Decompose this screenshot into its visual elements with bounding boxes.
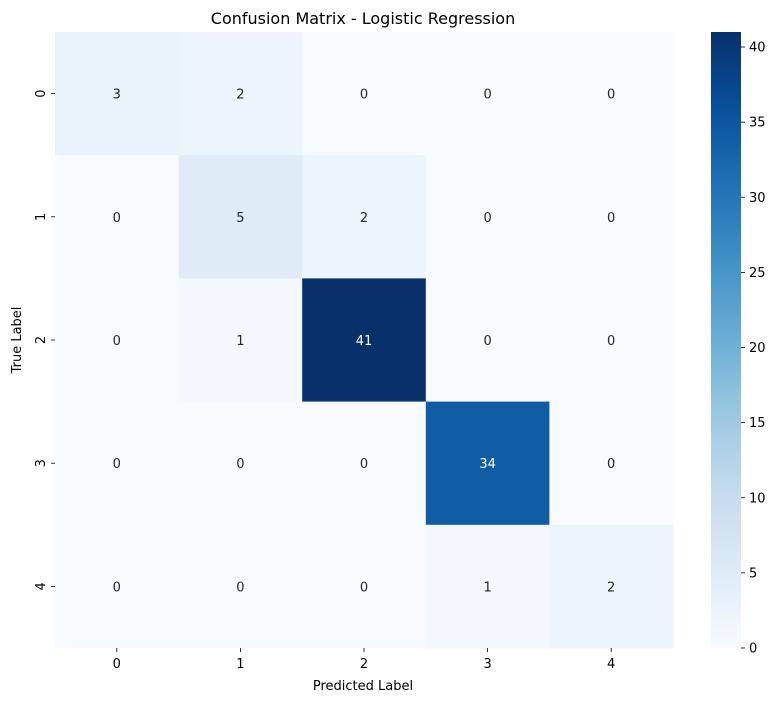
x-axis: 0 1 2 3 4 [113, 648, 615, 672]
x-tick-label: 0 [113, 657, 121, 672]
colorbar-gradient [711, 32, 741, 648]
cell-value-r2-c2: 41 [356, 334, 373, 349]
cell-value-r2-c3: 0 [483, 334, 491, 349]
x-tick-label: 1 [236, 657, 244, 672]
heatmap-cell-r3-c4 [549, 401, 674, 526]
cell-value-r4-c4: 2 [607, 580, 615, 595]
cell-value-r3-c4: 0 [607, 457, 615, 472]
cell-value-r4-c2: 0 [360, 580, 368, 595]
heatmap-annotations: 3 2 0 0 0 0 5 2 0 0 0 1 41 0 0 0 0 0 34 0 0 0 0 1 2 [113, 88, 616, 596]
colorbar-tick-label: 35 [749, 116, 766, 131]
heatmap-cell-r1-c0 [55, 155, 180, 279]
heatmap-cells [55, 32, 674, 649]
heatmap-cell-r0-c3 [425, 32, 550, 156]
y-axis-label: True Label [10, 307, 25, 375]
colorbar: 0 5 10 15 20 25 30 35 40 [711, 32, 766, 657]
y-tick-label: 1 [34, 213, 49, 221]
heatmap-cell-r3-c0 [55, 401, 180, 526]
colorbar-tick-label: 10 [749, 491, 766, 506]
heatmap-cell-r4-c3 [425, 524, 550, 649]
colorbar-tick-label: 0 [749, 642, 757, 657]
colorbar-tick-label: 40 [749, 41, 766, 56]
heatmap-cell-r1-c1 [178, 155, 303, 279]
colorbar-tick-label: 5 [749, 566, 757, 581]
heatmap-cell-r2-c4 [549, 278, 674, 403]
y-tick-label: 3 [34, 459, 49, 467]
heatmap-cell-r2-c1 [178, 278, 303, 403]
cell-value-r1-c3: 0 [483, 211, 491, 226]
x-axis-label: Predicted Label [313, 679, 413, 694]
y-axis: 0 1 2 3 4 [34, 89, 55, 591]
heatmap-cell-r1-c3 [425, 155, 550, 279]
cell-value-r3-c3: 34 [479, 457, 496, 472]
heatmap-cell-r4-c1 [178, 524, 303, 649]
cell-value-r2-c4: 0 [607, 334, 615, 349]
heatmap-cell-r0-c1 [178, 32, 303, 156]
colorbar-ticks: 0 5 10 15 20 25 30 35 40 [741, 41, 766, 657]
cell-value-r3-c2: 0 [360, 457, 368, 472]
cell-value-r1-c4: 0 [607, 211, 615, 226]
y-tick-label: 2 [34, 336, 49, 344]
cell-value-r1-c2: 2 [360, 211, 368, 226]
colorbar-tick-label: 30 [749, 191, 766, 206]
cell-value-r2-c0: 0 [113, 334, 121, 349]
y-tick-label: 4 [34, 582, 49, 590]
cell-value-r1-c0: 0 [113, 211, 121, 226]
colorbar-tick-label: 20 [749, 341, 766, 356]
heatmap-cell-r4-c4 [549, 524, 674, 649]
heatmap-cell-r0-c0 [55, 32, 180, 156]
heatmap-cell-r3-c2 [302, 401, 427, 526]
heatmap-cell-r0-c4 [549, 32, 674, 156]
heatmap-cell-r3-c1 [178, 401, 303, 526]
heatmap-cell-r4-c0 [55, 524, 180, 649]
heatmap-cell-r2-c3 [425, 278, 550, 403]
cell-value-r0-c4: 0 [607, 88, 615, 103]
y-tick-label: 0 [34, 89, 49, 97]
cell-value-r0-c0: 3 [113, 88, 121, 103]
heatmap-cell-r4-c2 [302, 524, 427, 649]
x-tick-label: 3 [483, 657, 491, 672]
cell-value-r2-c1: 1 [236, 334, 244, 349]
colorbar-tick-label: 15 [749, 416, 766, 431]
cell-value-r1-c1: 5 [236, 211, 244, 226]
cell-value-r3-c0: 0 [113, 457, 121, 472]
cell-value-r4-c1: 0 [236, 580, 244, 595]
heatmap-cell-r2-c0 [55, 278, 180, 403]
x-tick-label: 4 [607, 657, 615, 672]
x-tick-label: 2 [360, 657, 368, 672]
heatmap-cell-r3-c3 [425, 401, 550, 526]
colorbar-tick-label: 25 [749, 266, 766, 281]
heatmap-cell-r0-c2 [302, 32, 427, 156]
heatmap-cell-r1-c2 [302, 155, 427, 279]
cell-value-r3-c1: 0 [236, 457, 244, 472]
chart-title: Confusion Matrix - Logistic Regression [211, 9, 515, 28]
heatmap-cell-r2-c2 [302, 278, 427, 403]
heatmap-cell-r1-c4 [549, 155, 674, 279]
cell-value-r4-c0: 0 [113, 580, 121, 595]
cell-value-r0-c1: 2 [236, 88, 244, 103]
cell-value-r0-c3: 0 [483, 88, 491, 103]
cell-value-r0-c2: 0 [360, 88, 368, 103]
cell-value-r4-c3: 1 [483, 580, 491, 595]
